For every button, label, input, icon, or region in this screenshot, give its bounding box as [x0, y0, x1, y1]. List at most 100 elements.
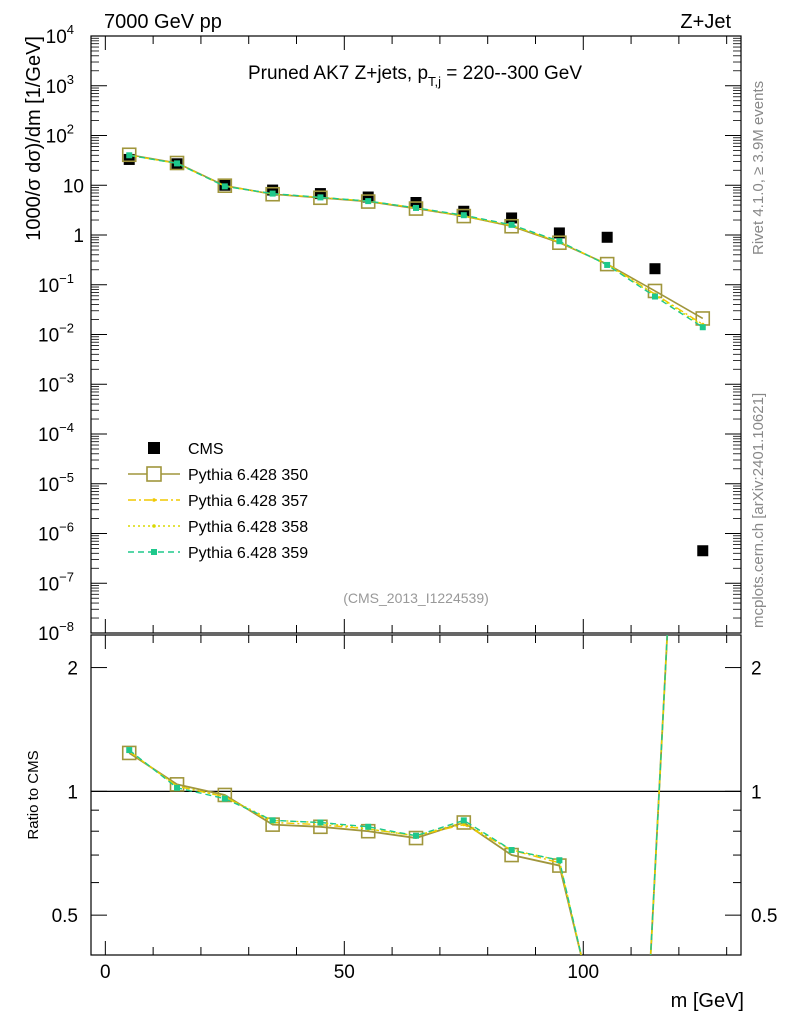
- legend-marker-dot: [152, 498, 156, 502]
- cms-data-point: [267, 184, 279, 196]
- mc-point-filled: [126, 152, 133, 159]
- cms-data-point: [697, 545, 709, 557]
- ratio-y-axis-label: Ratio to CMS: [25, 750, 42, 839]
- ratio-point-filled: [556, 857, 563, 864]
- ratio-point-filled: [317, 819, 324, 826]
- legend-marker-filled: [151, 549, 157, 555]
- ratio-point-filled: [221, 795, 228, 802]
- main-title: Pruned AK7 Z+jets, pT,j = 220--300 GeV: [248, 63, 582, 89]
- cms-data-point: [506, 212, 518, 224]
- legend: CMS Pythia 6.428 350 Pythia 6.428 357 Pythi…: [128, 441, 308, 562]
- ratio-point-filled: [174, 784, 181, 791]
- mc-point-square: [217, 178, 233, 193]
- main-y-axis-label: 1000/σ dσ)/dm [1/GeV]: [23, 36, 45, 241]
- ratio-point-filled: [269, 817, 276, 824]
- mc-point-filled: [699, 324, 706, 331]
- ratio-point-square: [169, 777, 185, 792]
- mc-point-square: [169, 155, 185, 171]
- legend-label: Pythia 6.428 359: [188, 545, 308, 562]
- ratio-plot-frame: [90, 634, 742, 956]
- mc-point-filled: [413, 204, 419, 211]
- header-right: Z+Jet: [680, 11, 731, 33]
- y-tick-label: 10−2: [38, 321, 74, 347]
- title-main-text: Pruned AK7 Z+jets, p: [248, 63, 428, 84]
- main-series-group: [121, 147, 711, 557]
- title-sub-text: T,j: [428, 74, 441, 89]
- y-tick-label: 10−6: [38, 520, 74, 546]
- ratio-y-tick-label-left: 0.5: [52, 906, 78, 927]
- ratio-y-tick-label-left: 2: [67, 659, 78, 680]
- legend-marker-dot: [152, 524, 156, 528]
- mc-point-square: [599, 256, 615, 272]
- x-tick-label: 50: [334, 962, 355, 983]
- ratio-series-group: [121, 635, 669, 955]
- mcplots-label: mcplots.cern.ch [arXiv:2401.10621]: [750, 393, 767, 628]
- y-tick-label: 10−4: [38, 420, 74, 446]
- y-tick-label: 10: [63, 176, 84, 197]
- ratio-y-tick-label-left: 1: [67, 782, 78, 803]
- main-plot-frame: [90, 35, 742, 634]
- cms-data-point: [314, 188, 326, 200]
- mc-point-filled: [269, 190, 276, 197]
- cms-data-point: [458, 205, 470, 217]
- legend-marker-cms: [148, 442, 160, 454]
- x-tick-label: 0: [100, 962, 111, 983]
- mc-point-filled: [460, 212, 467, 219]
- mc-point-filled: [221, 183, 228, 190]
- ratio-point-filled: [508, 847, 515, 854]
- header-left: 7000 GeV pp: [104, 11, 222, 33]
- y-tick-label: 10−3: [38, 370, 74, 396]
- mc-series-line: [129, 154, 704, 327]
- ratio-series-line: [128, 635, 668, 955]
- analysis-watermark: (CMS_2013_I1224539): [343, 590, 489, 606]
- legend-label: CMS: [188, 441, 224, 458]
- mc-series-line: [129, 154, 704, 328]
- title-tail-text: = 220--300 GeV: [441, 63, 582, 84]
- ratio-series-line: [128, 635, 669, 955]
- y-tick-label: 10−8: [38, 619, 74, 645]
- ratio-point-filled: [460, 817, 467, 824]
- mc-point-filled: [317, 194, 324, 201]
- mc-point-filled: [604, 261, 611, 268]
- mc-series-line: [129, 153, 704, 320]
- ratio-point-square: [408, 830, 424, 846]
- mc-point-filled: [508, 221, 515, 228]
- mc-point-filled: [174, 160, 181, 167]
- rivet-label: Rivet 4.1.0, ≥ 3.9M events: [750, 81, 767, 255]
- mc-point-filled: [365, 198, 372, 205]
- cms-data-point: [553, 227, 565, 239]
- x-axis-label: m [GeV]: [671, 990, 744, 1012]
- mc-point-square: [504, 218, 519, 234]
- ratio-point-filled: [413, 832, 419, 839]
- main-y-ticks: [91, 35, 741, 634]
- legend-label: Pythia 6.428 358: [188, 519, 308, 536]
- cms-data-point: [123, 153, 135, 165]
- ratio-y-tick-label-right: 1: [751, 782, 762, 803]
- ratio-point-filled: [365, 823, 372, 830]
- y-tick-label: 103: [46, 72, 74, 98]
- legend-label: Pythia 6.428 350: [188, 467, 308, 484]
- legend-label: Pythia 6.428 357: [188, 493, 308, 510]
- y-tick-label: 102: [46, 122, 74, 148]
- cms-data-point: [601, 231, 613, 243]
- y-tick-label: 10−1: [38, 271, 74, 297]
- ratio-y-tick-label-right: 0.5: [751, 906, 777, 927]
- ratio-ticks: [91, 635, 741, 956]
- ratio-y-tick-label-right: 2: [751, 659, 762, 680]
- ratio-series-line: [128, 635, 668, 955]
- mc-point-square: [456, 208, 472, 224]
- main-y-tick-labels: 10410310210110−110−210−310−410−510−610−7…: [38, 22, 84, 645]
- y-tick-label: 104: [46, 22, 74, 48]
- mc-point-square: [121, 147, 137, 163]
- ratio-series-line: [128, 635, 668, 955]
- mc-point-filled: [556, 238, 563, 245]
- y-tick-label: 10−5: [38, 470, 74, 496]
- cms-data-point: [649, 263, 661, 275]
- mc-point-square: [552, 235, 567, 251]
- mc-point-filled: [651, 293, 658, 300]
- y-tick-label: 1: [73, 226, 84, 247]
- x-tick-label: 100: [567, 962, 599, 983]
- ratio-tick-labels: 2 2 1 1 0.5 0.5 0 50 100: [52, 659, 778, 983]
- y-tick-label: 10−7: [38, 569, 74, 595]
